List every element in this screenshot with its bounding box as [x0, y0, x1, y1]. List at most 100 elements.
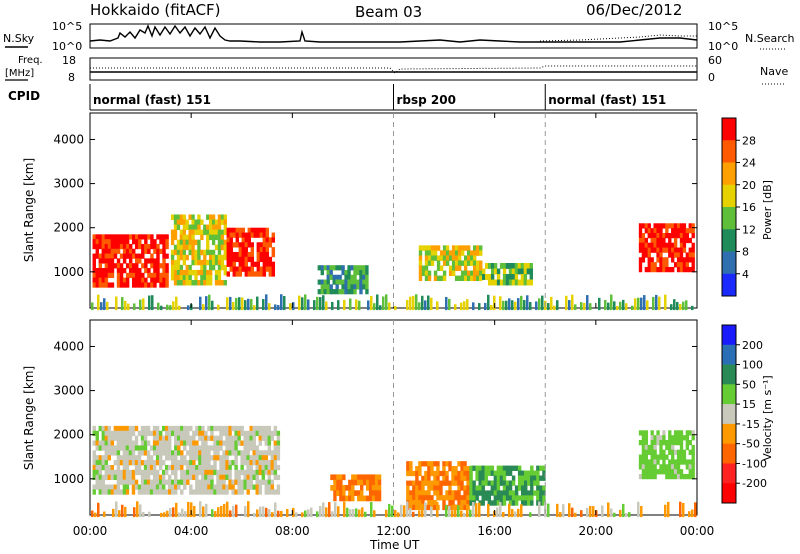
velocity-ground-scatter — [205, 503, 208, 518]
velocity-cell — [171, 484, 175, 490]
velocity-cell — [152, 489, 157, 495]
velocity-ground-scatter — [370, 502, 373, 518]
velocity-cell — [466, 495, 470, 501]
power-cell — [107, 234, 112, 240]
power-cell — [638, 266, 643, 273]
velocity-cell — [418, 504, 422, 511]
power-cell — [131, 248, 136, 254]
power-cell — [135, 234, 139, 240]
power-cell — [451, 245, 456, 251]
velocity-cell — [113, 460, 118, 466]
velocity-cell — [219, 489, 223, 495]
velocity-cell — [143, 469, 148, 476]
power-ground-scatter — [115, 296, 118, 311]
velocity-ground-scatter — [169, 508, 172, 518]
velocity-cell — [685, 444, 690, 451]
power-cell — [460, 245, 465, 251]
velocity-cell — [116, 450, 121, 456]
power-cell — [223, 224, 227, 230]
velocity-cell — [363, 474, 367, 481]
power-ground-scatter — [124, 300, 127, 311]
velocity-cell — [164, 469, 169, 476]
power-colorbar-swatch — [722, 118, 736, 141]
velocity-ground-scatter — [235, 504, 238, 518]
velocity-cell — [354, 474, 358, 481]
velocity-cell — [237, 474, 241, 481]
velocity-cell — [448, 495, 452, 501]
velocity-cell — [122, 479, 127, 485]
velocity-cell — [368, 495, 373, 502]
velocity-cell — [430, 470, 434, 477]
velocity-cell — [682, 454, 687, 460]
velocity-cell — [475, 485, 479, 491]
velocity-cell — [451, 495, 455, 501]
power-cell — [144, 243, 148, 250]
velocity-cell — [180, 440, 184, 446]
velocity-cell — [113, 474, 118, 481]
velocity-cell — [204, 460, 208, 466]
power-cell — [659, 228, 663, 234]
power-cell — [350, 279, 354, 285]
power-cell — [673, 247, 678, 253]
power-cell — [514, 274, 519, 280]
velocity-cell — [679, 473, 684, 480]
velocity-cell — [222, 450, 226, 456]
velocity-cell — [219, 464, 223, 471]
velocity-cell — [186, 440, 190, 446]
power-cell — [176, 254, 181, 261]
velocity-cell — [668, 473, 672, 480]
power-cell — [365, 284, 369, 290]
power-cell — [191, 229, 195, 236]
power-cell — [436, 265, 441, 271]
velocity-ground-scatter — [388, 503, 391, 518]
velocity-cell — [647, 449, 651, 455]
power-cell — [173, 259, 178, 266]
velocity-cell — [219, 484, 223, 490]
power-cell — [194, 224, 198, 230]
velocity-cell — [691, 444, 695, 451]
power-cell — [194, 269, 198, 276]
power-cell — [188, 224, 192, 230]
nsearch-tick-top: 10^5 — [708, 20, 738, 33]
velocity-ground-scatter — [229, 510, 232, 518]
velocity-cell — [171, 489, 175, 495]
velocity-ground-scatter — [679, 501, 682, 518]
power-cell — [98, 277, 103, 283]
velocity-cell — [406, 480, 410, 486]
power-cell — [98, 272, 103, 279]
power-cell — [682, 262, 687, 268]
velocity-cell — [213, 435, 217, 441]
freq-panel: Freq. [MHz] 18 8 60 0 Nave — [5, 54, 788, 85]
power-cell — [147, 258, 151, 264]
power-cell — [671, 233, 675, 239]
power-ground-scatter — [541, 295, 544, 311]
velocity-cell — [171, 455, 175, 461]
velocity-cell — [412, 504, 416, 511]
velocity-cell — [174, 450, 178, 456]
velocity-cell — [406, 466, 410, 472]
power-cell — [226, 242, 230, 248]
power-cell — [427, 275, 432, 282]
velocity-cell — [267, 435, 272, 441]
power-cell — [529, 279, 534, 286]
velocity-cell — [276, 430, 281, 437]
velocity-cell — [198, 484, 202, 490]
velocity-cell — [641, 464, 646, 470]
velocity-cell — [222, 464, 226, 471]
velocity-cell — [653, 435, 657, 441]
power-ground-scatter — [691, 305, 694, 311]
power-cell — [685, 237, 690, 244]
velocity-cell — [481, 480, 485, 486]
power-cell — [244, 237, 248, 243]
velocity-cell — [520, 490, 525, 496]
velocity-cell — [270, 464, 275, 471]
velocity-colorbar-frame — [721, 324, 737, 504]
power-cell — [365, 279, 369, 285]
velocity-cell — [421, 495, 425, 501]
velocity-cell — [520, 500, 525, 506]
velocity-cell — [517, 475, 522, 481]
power-cell — [451, 255, 456, 261]
velocity-cell — [183, 479, 187, 485]
